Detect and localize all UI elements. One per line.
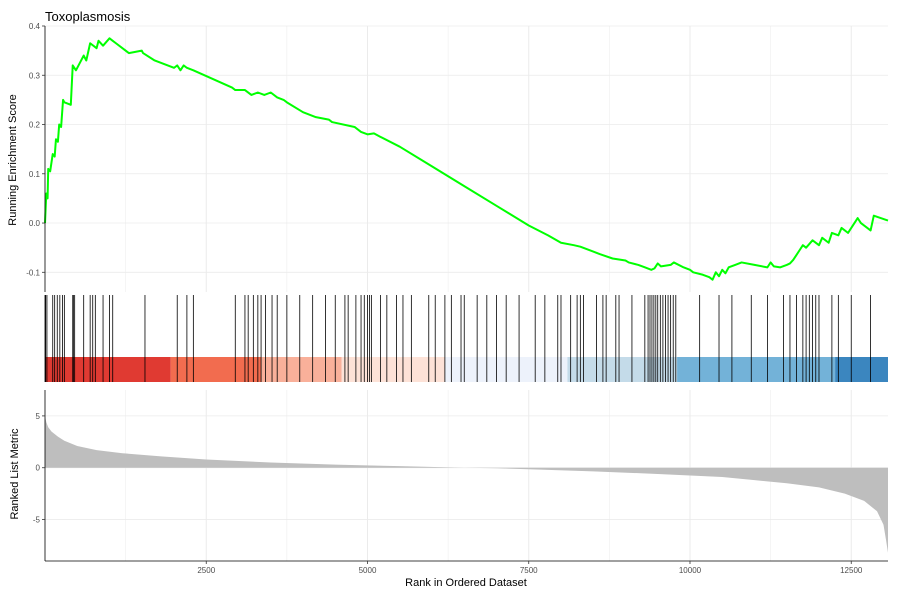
- x-tick-label: 7500: [520, 566, 538, 575]
- metric-y-tick-label: 5: [36, 412, 41, 421]
- metric-y-axis-title: Ranked List Metric: [9, 428, 21, 520]
- color-bar-segment: [170, 357, 262, 382]
- color-bar-segment: [45, 357, 171, 382]
- metric-y-tick-label: 0: [36, 464, 41, 473]
- x-tick-label: 12500: [840, 566, 863, 575]
- plot-title: Toxoplasmosis: [45, 9, 131, 24]
- rank-color-bar: [45, 357, 888, 382]
- es-y-tick-label: 0.3: [29, 71, 41, 80]
- es-y-tick-label: 0.4: [29, 22, 41, 31]
- color-bar-segment: [677, 357, 836, 382]
- es-y-tick-label: 0.2: [29, 121, 41, 130]
- axes: [44, 26, 888, 562]
- grid-lines: [45, 25, 888, 561]
- running-enrichment-line: [44, 37, 889, 281]
- es-y-tick-label: -0.1: [26, 268, 40, 277]
- color-bar-segment: [341, 357, 445, 382]
- color-bar-segment: [261, 357, 342, 382]
- running-score-panel: [44, 37, 889, 281]
- x-tick-label: 2500: [197, 566, 215, 575]
- es-y-axis-title: Running Enrichment Score: [7, 94, 19, 225]
- x-axis-title: Rank in Ordered Dataset: [405, 577, 527, 589]
- x-tick-label: 10000: [679, 566, 702, 575]
- x-tick-label: 5000: [359, 566, 377, 575]
- metric-y-tick-label: -5: [33, 516, 41, 525]
- es-y-tick-label: 0.0: [29, 219, 41, 228]
- tick-labels: -0.1 0.0 0.1 0.2 0.3 0.4 -5 0 5 2500 5000 7500 10000…: [26, 22, 863, 575]
- gene-hit-ticks: [45, 295, 871, 382]
- color-bar-segment: [835, 357, 888, 382]
- color-bar-segment: [567, 357, 678, 382]
- es-y-tick-label: 0.1: [29, 170, 41, 179]
